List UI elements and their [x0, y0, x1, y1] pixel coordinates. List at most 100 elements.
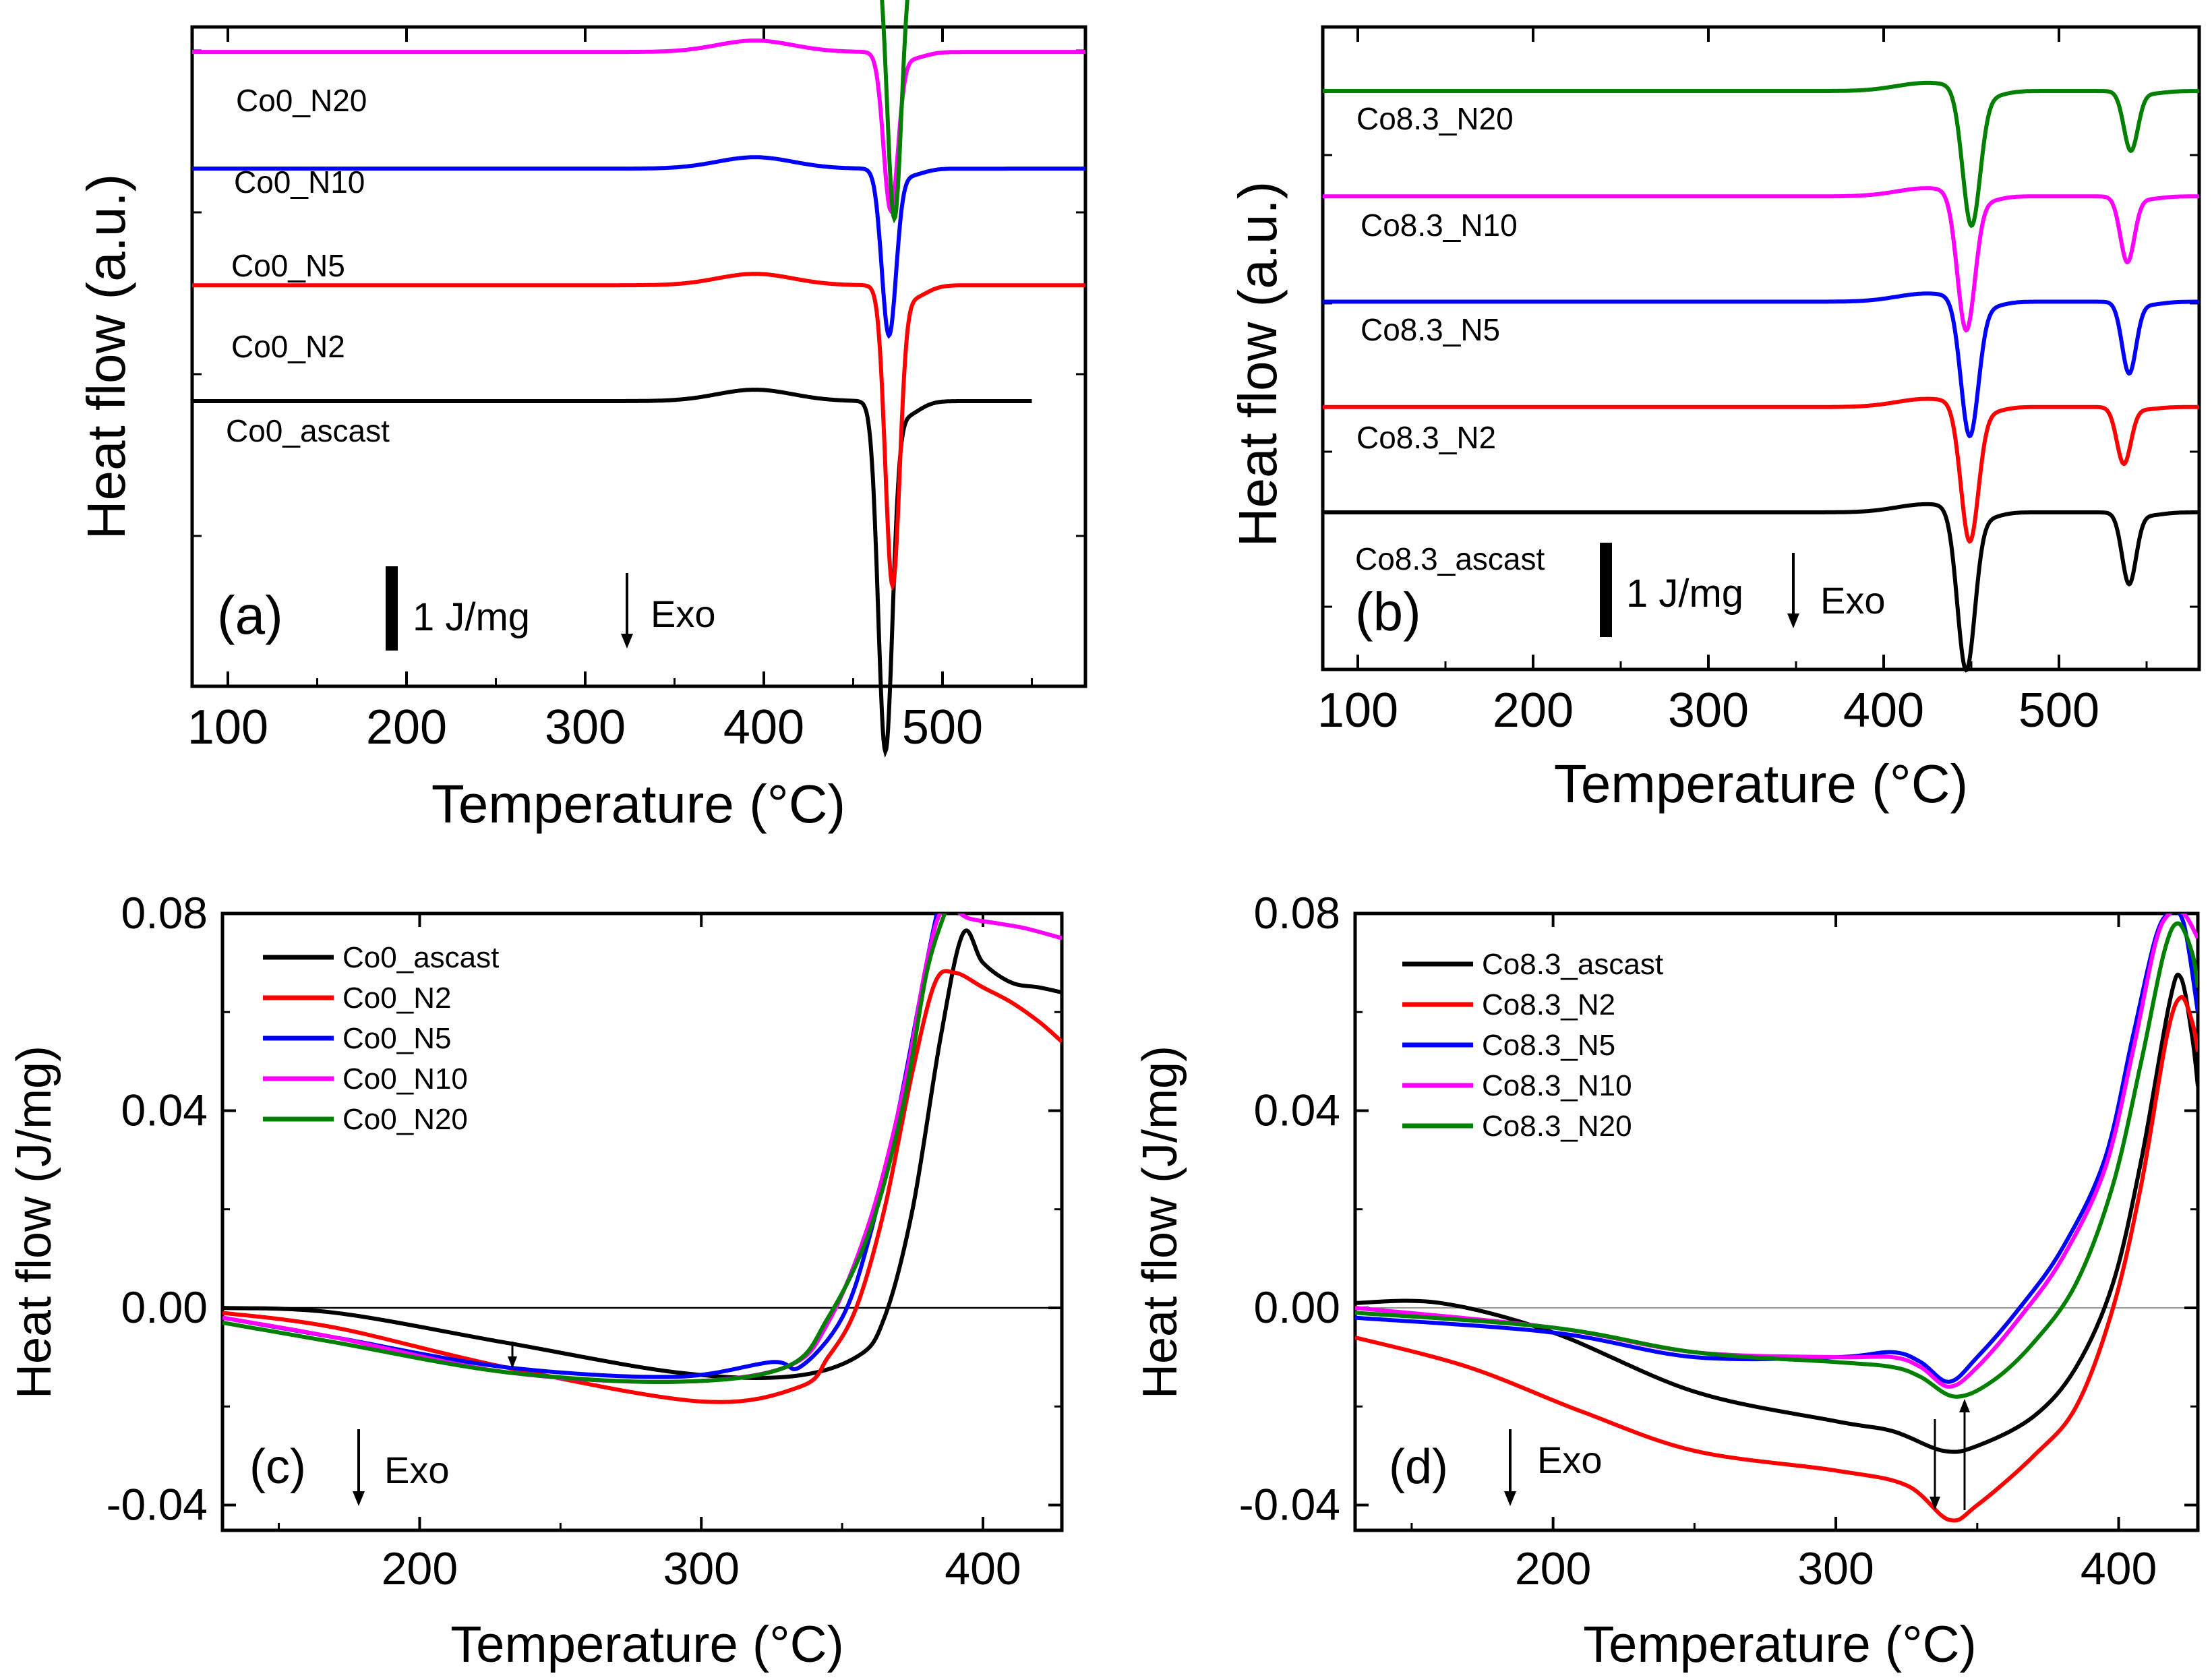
legend-label-co0-n5: Co0_N5 — [342, 1022, 451, 1055]
legend-label-co8-3-n5: Co8.3_N5 — [1482, 1029, 1615, 1062]
curve-co8-3-n2 — [1355, 995, 2198, 1523]
curve-label-co8-3-ascast: Co8.3_ascast — [1355, 541, 1545, 576]
curve-co0-n10 — [192, 38, 1085, 214]
panel-d-exo-label: Exo — [1537, 1439, 1603, 1481]
curve-label-co0-n2: Co0_N2 — [231, 329, 345, 364]
curve-co8-3-ascast — [1323, 502, 2199, 673]
curve-co8-3-n10 — [1355, 913, 2198, 1389]
legend-label-co0-n20: Co0_N20 — [342, 1103, 468, 1136]
panel-b-curve-labels: Co8.3_ascast Co8.3_N2 Co8.3_N5 Co8.3_N10 Co8… — [1355, 101, 1545, 576]
x-tick-label: 500 — [2019, 684, 2099, 738]
panel-d-curves — [1355, 913, 2198, 1523]
panel-d-arrow-down — [1930, 1419, 1940, 1510]
x-tick-label: 400 — [1843, 684, 1924, 738]
y-tick-label: 0.00 — [121, 1282, 208, 1332]
panel-c-exo-arrow — [353, 1429, 365, 1506]
curve-group — [1355, 913, 2198, 1523]
curve-co8-3-n2 — [1323, 396, 2199, 544]
x-tick-label: 200 — [1515, 1543, 1591, 1594]
x-tick-label: 500 — [902, 700, 983, 754]
x-tick-label: 300 — [1797, 1543, 1874, 1594]
panel-c-frame — [220, 911, 1064, 1532]
panel-b-scale-bar — [1600, 543, 1612, 637]
panel-d-exo-arrow — [1504, 1429, 1516, 1506]
panel-a-scale-bar — [386, 566, 398, 651]
panel-d-legend: Co8.3_ascast Co8.3_N2 Co8.3_N5 Co8.3_N10 Co8… — [1402, 948, 1663, 1143]
y-tick-label: 0.08 — [121, 888, 208, 938]
x-tick-label: 400 — [723, 700, 804, 754]
panel-c-onset-arrow — [508, 1342, 517, 1369]
panel-a-frame — [190, 25, 1087, 688]
panel-b-label: (b) — [1355, 582, 1421, 642]
panel-c-curves — [222, 913, 1062, 1404]
curve-label-co0-n10: Co0_N10 — [234, 164, 365, 200]
y-tick-label: 0.04 — [1254, 1085, 1340, 1135]
panel-a-dsc-curves: 100 200 300 400 500 Co0_ascastCo0_N2Co0_N5Co… — [76, 0, 1087, 834]
curve-co8-3-n5 — [1323, 291, 2199, 439]
panel-b-exo-arrow — [1787, 553, 1799, 628]
x-tick-label: 400 — [945, 1543, 1021, 1594]
y-tick-label: 0.00 — [1254, 1282, 1340, 1332]
panel-a-exo-label: Exo — [651, 593, 716, 635]
curve-group — [222, 913, 1062, 1404]
panel-d-frame — [1353, 911, 2200, 1532]
x-tick-label: 300 — [663, 1543, 740, 1594]
panel-c-ticks: 200 300 400 -0.04 0.00 0.04 0.08 — [107, 888, 1062, 1594]
panel-d-arrow-up — [1959, 1399, 1970, 1510]
panel-a-x-axis-title: Temperature (°C) — [431, 774, 845, 834]
legend-label-co8-3-n10: Co8.3_N10 — [1482, 1069, 1632, 1102]
x-tick-label: 200 — [366, 700, 447, 754]
x-tick-label: 300 — [545, 700, 626, 754]
curve-label-co0-n20: Co0_N20 — [236, 83, 367, 118]
x-tick-label: 200 — [382, 1543, 458, 1594]
panel-b-exo-label: Exo — [1820, 579, 1886, 622]
legend-label-co0-ascast: Co0_ascast — [342, 941, 499, 974]
panel-d-y-axis-title: Heat flow (J/mg) — [1133, 1046, 1187, 1399]
curve-label-co0-n5: Co0_N5 — [231, 248, 345, 283]
panel-c-exo-label: Exo — [384, 1449, 450, 1491]
curve-co0-ascast — [222, 928, 1062, 1381]
curve-co8-3-ascast — [1355, 972, 2198, 1454]
panel-b-x-axis-title: Temperature (°C) — [1554, 754, 1968, 814]
curve-co8-3-n20 — [1355, 921, 2198, 1399]
panel-b-frame — [1321, 25, 2201, 671]
panel-a-exo-arrow — [621, 573, 633, 649]
curve-label-co0-ascast: Co0_ascast — [226, 413, 390, 448]
panel-a-curves — [192, 0, 1085, 758]
curve-co0-n2 — [192, 272, 1085, 591]
panel-d-heat-flow-zoom: 200 300 400-0.040.000.040.08 Co8.3_ascastC… — [1133, 888, 2200, 1673]
y-tick-label: -0.04 — [107, 1480, 208, 1530]
panel-a-curve-labels: Co0_ascast Co0_N2 Co0_N5 Co0_N10 Co0_N20 — [226, 83, 390, 448]
curve-label-co8-3-n5: Co8.3_N5 — [1361, 312, 1500, 347]
curve-co8-3-n20 — [1323, 80, 2199, 229]
curve-label-co8-3-n2: Co8.3_N2 — [1356, 420, 1496, 455]
y-tick-label: 0.08 — [1254, 888, 1340, 938]
y-tick-label: -0.04 — [1239, 1480, 1340, 1530]
panel-d-label: (d) — [1389, 1440, 1448, 1494]
panel-b-scale-bar-label: 1 J/mg — [1626, 572, 1743, 616]
panel-d-ticks: 200 300 400 -0.04 0.00 0.04 0.08 — [1239, 888, 2198, 1594]
panel-d-x-axis-title: Temperature (°C) — [1583, 1616, 1977, 1673]
curve-co0-n5 — [192, 155, 1085, 339]
curve-co8-3-n10 — [1323, 186, 2199, 333]
panel-b-y-axis-title: Heat flow (a.u.) — [1228, 181, 1288, 547]
y-tick-label: 0.04 — [121, 1085, 208, 1135]
curve-label-co8-3-n10: Co8.3_N10 — [1361, 208, 1518, 243]
panel-a-label: (a) — [217, 585, 283, 645]
panel-a-scale-bar-label: 1 J/mg — [413, 595, 530, 639]
legend-label-co0-n10: Co0_N10 — [342, 1062, 468, 1096]
panel-a-y-axis-title: Heat flow (a.u.) — [76, 174, 136, 539]
panel-b-dsc-curves: 100 200 300 400 500 Co8.3_ascastCo8.3_N2Co8.… — [1228, 25, 2201, 814]
curve-co0-n5 — [222, 913, 939, 1379]
panel-c-y-axis-title: Heat flow (J/mg) — [7, 1046, 61, 1399]
panel-c-heat-flow-zoom: 200 300 400 -0.04 0.00 0.04 0.08 Co0_ascast Co0… — [7, 888, 1064, 1673]
x-tick-label: 100 — [1317, 684, 1398, 738]
curve-co0-n20 — [222, 913, 947, 1384]
x-tick-label: 300 — [1668, 684, 1749, 738]
x-tick-label: 400 — [2081, 1543, 2157, 1594]
panel-a-x-ticks: 100 200 300 400 500 — [187, 27, 1085, 754]
legend-label-co8-3-n2: Co8.3_N2 — [1482, 988, 1615, 1021]
panel-c-legend: Co0_ascast Co0_N2 Co0_N5 Co0_N10 Co0_N20 — [263, 941, 499, 1136]
panel-c-label: (c) — [249, 1440, 306, 1494]
